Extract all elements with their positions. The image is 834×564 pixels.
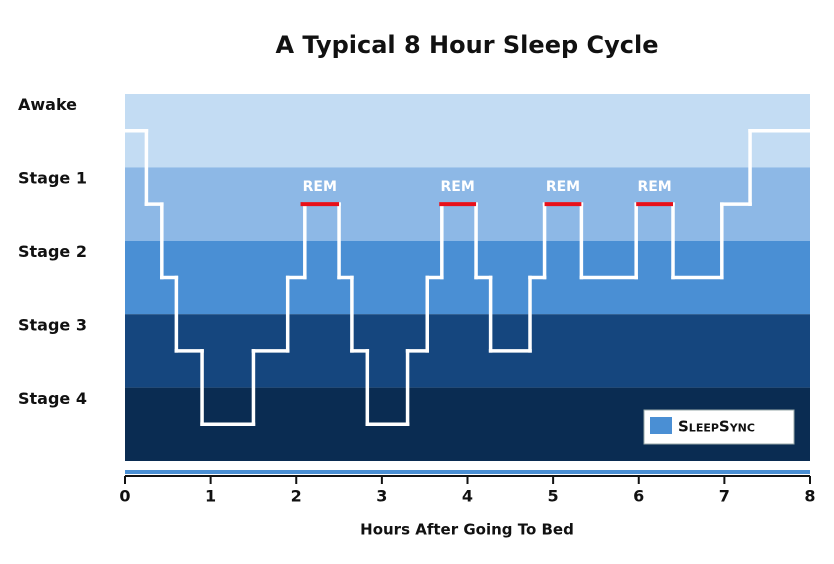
rem-label: REM xyxy=(303,179,337,195)
x-tick-label: 7 xyxy=(719,487,730,506)
y-tick-label: Stage 3 xyxy=(18,315,87,334)
rem-label: REM xyxy=(637,179,671,195)
x-axis-label: Hours After Going To Bed xyxy=(360,521,574,539)
x-tick-label: 5 xyxy=(548,487,559,506)
x-tick-label: 1 xyxy=(205,487,216,506)
x-tick-label: 8 xyxy=(804,487,815,506)
y-tick-label: Awake xyxy=(18,95,77,114)
logo-icon xyxy=(650,417,672,434)
stage-band xyxy=(125,314,810,388)
x-tick-label: 6 xyxy=(633,487,644,506)
logo-box: SleepSync xyxy=(643,409,795,445)
logo-text: SleepSync xyxy=(678,418,755,436)
x-tick-label: 3 xyxy=(376,487,387,506)
chart-title: A Typical 8 Hour Sleep Cycle xyxy=(275,31,658,59)
rem-label: REM xyxy=(546,179,580,195)
plot: Awake Stage 1 Stage 2 Stage 3 Stage 4 0 1 2 3 4 5 6… xyxy=(18,94,816,506)
x-tick-label: 0 xyxy=(119,487,130,506)
x-tick-label: 2 xyxy=(291,487,302,506)
y-tick-label: Stage 1 xyxy=(18,169,87,188)
y-tick-label: Stage 4 xyxy=(18,389,87,408)
axis-strip xyxy=(125,470,810,474)
stage-band xyxy=(125,94,810,168)
x-tick-label: 4 xyxy=(462,487,473,506)
rem-label: REM xyxy=(441,179,475,195)
y-tick-label: Stage 2 xyxy=(18,242,87,261)
